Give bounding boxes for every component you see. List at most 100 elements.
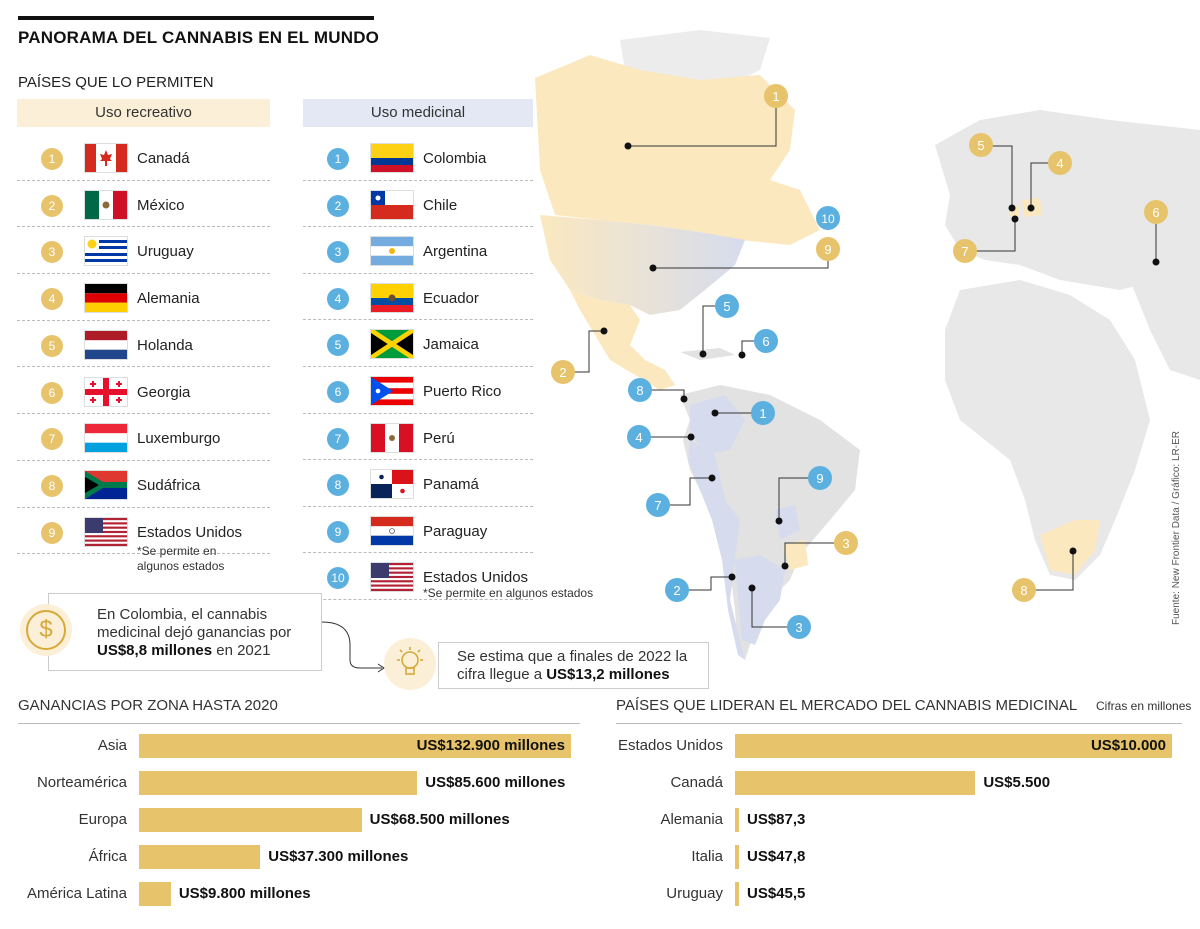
- canada-shape: [535, 55, 820, 245]
- bar-category-label: Norteamérica: [36, 774, 127, 791]
- bar: [139, 771, 418, 795]
- bar-row: Uruguay US$45,5: [666, 876, 1172, 913]
- title-rule: [18, 16, 374, 20]
- peru-flag-icon: [371, 423, 413, 452]
- country-row: 2 Chile: [303, 182, 533, 228]
- country-row: 6 Georgia: [17, 369, 270, 415]
- bar-row: Norteamérica US$85.600 millones: [37, 765, 571, 802]
- country-number-badge: 2: [327, 194, 349, 217]
- bar: [139, 734, 571, 758]
- country-row: 4 Ecuador: [303, 275, 533, 321]
- country-row: 1 Canadá: [17, 135, 270, 181]
- map-marker-label: 1: [772, 89, 779, 104]
- bar-category-label: Italia: [691, 848, 723, 865]
- germany-flag-icon: [85, 284, 127, 313]
- map-marker-georgia: 6: [1144, 200, 1168, 224]
- country-note: *Se permite en algunos estados: [423, 586, 594, 601]
- south-america-shape: [680, 385, 860, 660]
- country-row: 6 Puerto Rico: [303, 368, 533, 414]
- country-note: *Se permite en algunos estados: [137, 543, 225, 573]
- mexico-flag-icon: [85, 190, 127, 219]
- uruguay-flag-icon: [85, 237, 127, 266]
- bar: [735, 734, 1172, 758]
- country-row: 1 Colombia: [303, 135, 533, 181]
- bar-row: Europa US$68.500 millones: [79, 802, 571, 839]
- bar-value-label: US$10.000: [1090, 737, 1166, 754]
- country-name: Jamaica: [423, 336, 479, 354]
- country-number-badge: 7: [41, 428, 63, 451]
- map-marker-peru: 7: [646, 493, 670, 517]
- bar: [735, 882, 739, 906]
- colombia-callout-post: en 2021: [212, 642, 271, 659]
- estimate-callout-pre: Se estima que a finales de 2022 la cifra…: [457, 648, 688, 683]
- bar-value-label: US$9.800 millones: [178, 885, 311, 902]
- country-number-badge: 6: [41, 381, 63, 404]
- page-title: PANORAMA DEL CANNABIS EN EL MUNDO: [18, 28, 380, 47]
- map-marker-paraguay: 9: [808, 466, 832, 490]
- usa-shape: [540, 215, 745, 315]
- chart1-title: GANANCIAS POR ZONA HASTA 2020: [18, 697, 278, 714]
- country-name: Luxemburgo: [137, 430, 221, 448]
- country-name: Uruguay: [137, 243, 194, 261]
- ecuador-flag-icon: [371, 283, 413, 312]
- colombia-flag-icon: [371, 144, 413, 172]
- country-name: Sudáfrica: [137, 476, 201, 494]
- map-marker-label: 6: [1152, 205, 1159, 220]
- map-marker-label: 3: [842, 536, 849, 551]
- map-marker-usa-rec: 9: [816, 237, 840, 261]
- map-marker-jamaica: 5: [715, 294, 739, 318]
- map-marker-canada: 1: [764, 84, 788, 108]
- netherlands-flag-icon: [85, 330, 127, 359]
- country-number-badge: 5: [327, 334, 349, 357]
- country-row: 8 Panamá: [303, 461, 533, 507]
- map-marker-usa-med: 10: [816, 206, 840, 230]
- canada-flag-icon: [85, 144, 127, 172]
- estimate-callout-amount: US$13,2 millones: [546, 666, 670, 683]
- bar-category-label: Europa: [78, 811, 127, 828]
- map-marker-label: 7: [654, 498, 661, 513]
- bar: [139, 882, 171, 906]
- bar: [139, 845, 261, 869]
- colombia-callout-pre: En Colombia, el cannabis medicinal dejó …: [97, 606, 292, 641]
- chile-flag-icon: [371, 190, 413, 219]
- country-number-badge: 4: [327, 287, 349, 310]
- section-subtitle: PAÍSES QUE LO PERMITEN: [18, 74, 214, 91]
- dollar-icon: $: [20, 604, 72, 656]
- country-number-badge: 3: [41, 241, 63, 264]
- bar-category-label: África: [88, 848, 127, 865]
- country-name: Estados Unidos: [137, 523, 243, 541]
- bar: [735, 845, 739, 869]
- bar-category-label: América Latina: [26, 885, 127, 902]
- jamaica-flag-icon: [371, 330, 413, 359]
- georgia-flag-icon: [85, 377, 127, 406]
- map-marker-label: 9: [824, 242, 831, 257]
- map-marker-label: 8: [636, 383, 643, 398]
- bar-value-label: US$37.300 millones: [268, 848, 409, 865]
- usa-flag-icon: [371, 563, 413, 592]
- country-number-badge: 4: [41, 288, 63, 311]
- country-row: 5 Holanda: [17, 322, 270, 368]
- bar-row: Canadá US$5.500: [670, 765, 1172, 802]
- country-number-badge: 6: [327, 381, 349, 403]
- country-name: Perú: [423, 429, 455, 447]
- country-row: 7 Luxemburgo: [17, 415, 270, 461]
- country-row: 5 Jamaica: [303, 321, 533, 367]
- country-name: Chile: [423, 196, 458, 214]
- country-number-badge: 8: [327, 474, 349, 497]
- bar-row: Asia US$132.900 millones: [98, 728, 571, 765]
- usa-flag-icon: [85, 517, 127, 546]
- puerto-rico-flag-icon: [371, 377, 413, 405]
- paraguay-flag-icon: [371, 516, 413, 545]
- bar-row: América Latina US$9.800 millones: [27, 876, 571, 913]
- map-marker-south-africa: 8: [1012, 578, 1036, 602]
- country-row: 4 Alemania: [17, 275, 270, 321]
- bar-row: Alemania US$87,3: [660, 802, 1172, 839]
- south-africa-flag-icon: [85, 470, 127, 499]
- country-name: Colombia: [423, 150, 487, 167]
- map-marker-mexico: 2: [551, 360, 575, 384]
- bar-value-label: US$87,3: [747, 811, 806, 828]
- bar: [139, 808, 362, 832]
- colombia-callout-text: En Colombia, el cannabis medicinal dejó …: [97, 606, 321, 660]
- map-marker-uruguay: 3: [834, 531, 858, 555]
